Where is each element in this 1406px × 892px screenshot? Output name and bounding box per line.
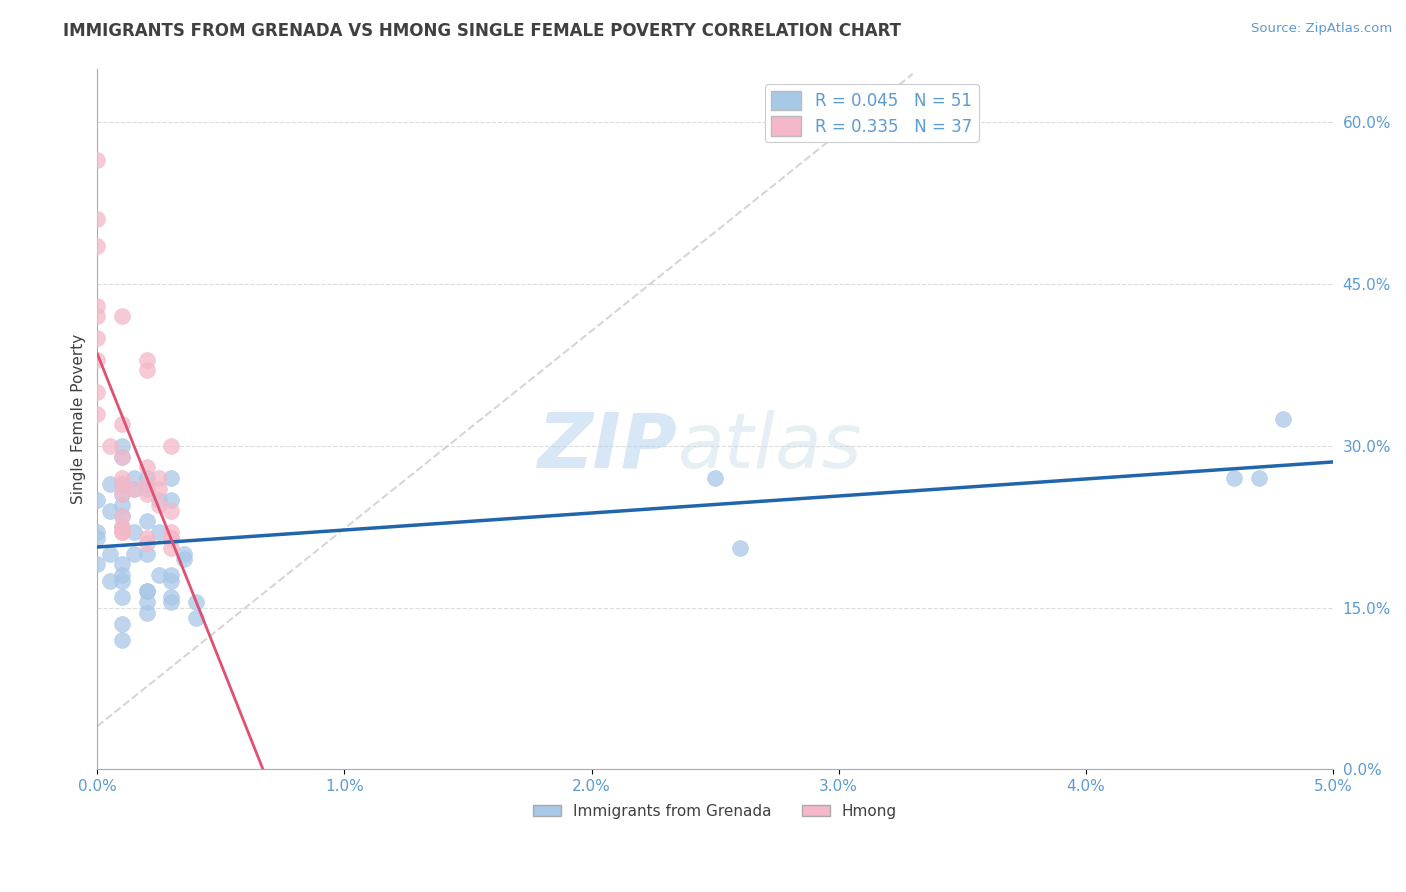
Point (86, 531, 108, 545)
Point (124, 547, 146, 561)
Point (111, 450, 134, 464)
Point (111, 310, 134, 324)
Point (124, 525, 146, 540)
Point (111, 476, 134, 491)
Point (86, 525, 108, 540)
Text: Source: ZipAtlas.com: Source: ZipAtlas.com (1251, 22, 1392, 36)
Point (148, 525, 170, 540)
Point (135, 471, 157, 485)
Point (173, 547, 195, 561)
Point (111, 525, 134, 540)
Point (135, 606, 157, 620)
Point (1247, 471, 1270, 485)
Point (728, 541, 751, 556)
Point (135, 460, 157, 475)
Point (160, 590, 183, 604)
Point (135, 584, 157, 599)
Point (135, 476, 157, 491)
Point (124, 482, 146, 496)
Point (148, 498, 170, 512)
Point (86, 352, 108, 367)
Point (135, 514, 157, 528)
Point (111, 568, 134, 582)
Point (135, 584, 157, 599)
Point (111, 508, 134, 523)
Point (148, 471, 170, 485)
Point (111, 525, 134, 540)
Point (160, 439, 183, 453)
Point (86, 492, 108, 507)
Legend: Immigrants from Grenada, Hmong: Immigrants from Grenada, Hmong (527, 797, 903, 825)
Point (704, 471, 727, 485)
Point (111, 616, 134, 631)
Point (111, 519, 134, 533)
Point (135, 482, 157, 496)
Point (86, 212, 108, 227)
Point (186, 611, 208, 625)
Point (135, 531, 157, 545)
Point (111, 417, 134, 432)
Point (135, 487, 157, 501)
Point (124, 482, 146, 496)
Point (160, 568, 183, 582)
Point (111, 498, 134, 512)
Point (160, 574, 183, 588)
Point (160, 503, 183, 517)
Point (111, 558, 134, 572)
Point (160, 525, 183, 540)
Point (111, 632, 134, 647)
Point (111, 471, 134, 485)
Point (148, 568, 170, 582)
Point (135, 352, 157, 367)
Point (160, 531, 183, 545)
Point (86, 331, 108, 345)
Point (111, 508, 134, 523)
Point (98, 547, 121, 561)
Point (135, 536, 157, 550)
Point (111, 450, 134, 464)
Point (111, 590, 134, 604)
Point (86, 310, 108, 324)
Point (86, 299, 108, 313)
Point (111, 574, 134, 588)
Point (148, 482, 170, 496)
Point (111, 487, 134, 501)
Point (86, 407, 108, 421)
Point (135, 595, 157, 609)
Point (98, 503, 121, 517)
Point (98, 574, 121, 588)
Point (98, 439, 121, 453)
Point (160, 531, 183, 545)
Text: atlas: atlas (678, 410, 862, 484)
Y-axis label: Single Female Poverty: Single Female Poverty (72, 334, 86, 504)
Point (160, 541, 183, 556)
Point (173, 552, 195, 566)
Point (135, 547, 157, 561)
Point (98, 476, 121, 491)
Point (186, 595, 208, 609)
Point (86, 239, 108, 253)
Point (124, 471, 146, 485)
Point (86, 384, 108, 399)
Point (111, 439, 134, 453)
Point (86, 153, 108, 168)
Text: ZIP: ZIP (538, 410, 678, 484)
Point (160, 492, 183, 507)
Point (86, 558, 108, 572)
Point (111, 519, 134, 533)
Point (160, 595, 183, 609)
Point (1223, 471, 1246, 485)
Point (160, 471, 183, 485)
Point (1272, 412, 1295, 426)
Text: IMMIGRANTS FROM GRENADA VS HMONG SINGLE FEMALE POVERTY CORRELATION CHART: IMMIGRANTS FROM GRENADA VS HMONG SINGLE … (63, 22, 901, 40)
Point (135, 363, 157, 377)
Point (148, 492, 170, 507)
Point (111, 487, 134, 501)
Point (111, 476, 134, 491)
